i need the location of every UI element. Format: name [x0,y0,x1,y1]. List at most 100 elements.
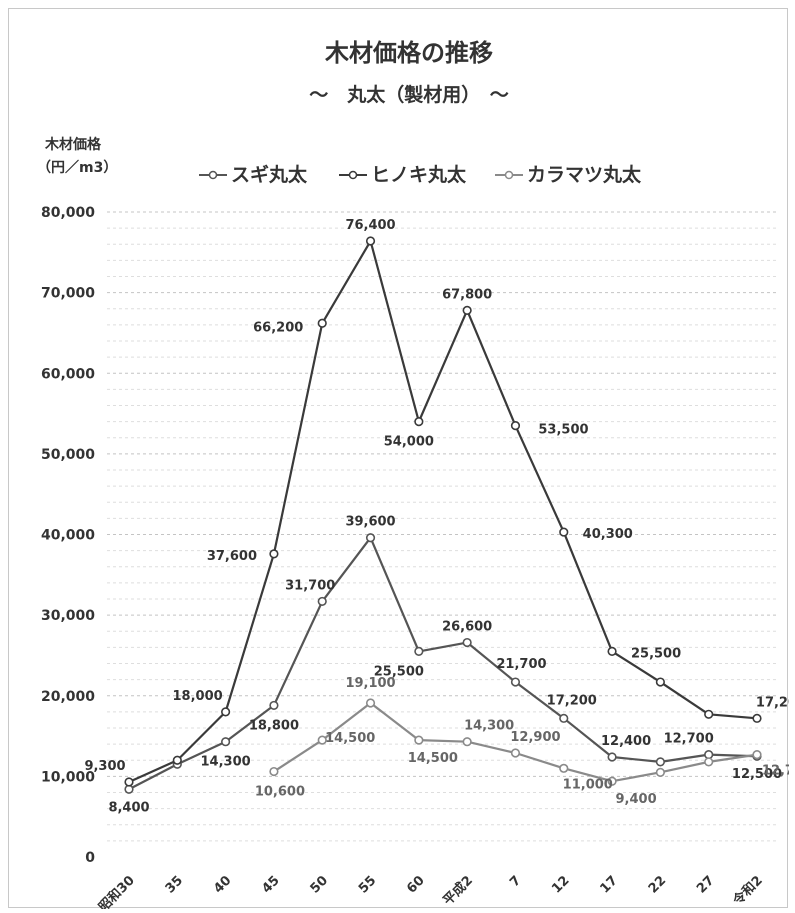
x-tick-label: 45 [259,873,282,896]
data-point [462,637,472,648]
data-point [607,752,617,762]
data-label: 11,000 [563,777,613,792]
y-tick-label: 70,000 [41,286,95,302]
data-point [655,677,665,687]
x-tick-label: 50 [308,873,331,896]
plot-area: 8,400 14,300 18,800 31,700 39,600 25,500 26,60… [84,218,795,815]
data-label: 9,300 [84,759,125,774]
data-point [655,757,665,767]
data-point [510,421,521,431]
data-label: 19,100 [345,676,395,691]
series-line [128,536,758,791]
data-point [317,735,327,745]
data-label: 12,700 [664,732,714,747]
data-point [172,755,182,765]
data-point [704,709,714,719]
data-point [365,698,376,708]
data-label: 76,400 [345,218,395,233]
data-label: 9,400 [616,792,657,807]
data-point [559,527,569,537]
legend-item: カラマツ丸太 [495,163,642,186]
legend-label: スギ丸太 [231,163,308,186]
chart-title: 木材価格の推移 [324,39,493,67]
data-point [317,596,327,607]
y-tick-label: 20,000 [41,689,95,705]
data-label: 66,200 [253,320,303,335]
legend-swatch-marker [208,170,218,180]
series-line [128,239,758,784]
legend: スギ丸太 ヒノキ丸太 カラマツ丸太 [199,163,642,186]
x-tick-label: 7 [507,873,524,890]
data-point [559,713,569,723]
chart-frame: 木材価格の推移 ～ 丸太（製材用） ～ 木材価格 （円／m3） スギ丸太 ヒノキ丸… [8,8,795,913]
data-point [752,750,762,760]
data-point [365,236,376,246]
data-point [607,776,617,786]
data-label: 18,800 [249,718,299,733]
data-label: 12,700 [762,764,789,779]
y-tick-label: 40,000 [41,528,95,544]
data-point [655,767,665,777]
y-tick-label: 50,000 [41,447,95,463]
x-tick-label: 60 [404,873,427,896]
y-tick-label: 80,000 [41,205,95,221]
data-label: 25,500 [631,646,681,661]
legend-label: ヒノキ丸太 [371,163,467,186]
x-tick-label: 40 [211,873,234,896]
data-label: 67,800 [442,287,492,302]
data-point [752,713,762,723]
y-tick-label: 60,000 [41,366,95,382]
x-tick-label: 22 [646,873,669,896]
data-point [269,700,279,711]
x-tick-label: 27 [694,873,717,896]
data-label: 14,300 [464,719,514,734]
data-label: 12,900 [510,730,560,745]
data-point [414,735,424,745]
data-label: 25,500 [374,664,424,679]
y-tick-label: 10,000 [41,769,95,785]
legend-label: カラマツ丸太 [527,163,642,186]
data-label: 37,600 [207,549,257,564]
data-label: 54,000 [384,435,434,450]
data-label: 40,300 [583,527,633,542]
x-tick-label: 平成2 [440,873,476,909]
y-tick-label: 30,000 [41,608,95,624]
legend-swatch-marker [348,170,358,180]
y-axis-label-line2: （円／m3） [37,160,117,176]
data-point [124,777,134,787]
x-tick-label: 17 [598,873,621,896]
y-axis-ticks: 0 10,000 20,000 30,000 40,000 50,000 60,000 70,… [41,205,95,866]
data-label: 14,500 [325,731,375,746]
legend-swatch-marker [504,170,514,180]
x-tick-label: 55 [356,873,379,896]
data-point [414,417,424,427]
data-point [269,549,279,559]
data-label: 14,300 [201,755,251,770]
data-point [269,766,279,777]
data-point [317,318,327,328]
data-point [221,707,231,717]
data-label: 14,500 [408,751,458,766]
data-label: 18,000 [173,689,223,704]
data-label: 12,400 [601,734,651,749]
legend-item: ヒノキ丸太 [339,163,467,186]
x-tick-label: 35 [163,873,186,896]
data-point [221,737,231,747]
y-axis-label-line1: 木材価格 [44,136,102,153]
y-tick-label: 0 [85,850,95,866]
data-point [462,737,472,747]
data-label: 31,700 [285,578,335,593]
gridlines [107,211,777,842]
data-point [510,677,521,687]
data-point [559,763,569,773]
legend-item: スギ丸太 [199,163,308,186]
data-label: 17,200 [547,693,597,708]
line-chart: 木材価格の推移 ～ 丸太（製材用） ～ 木材価格 （円／m3） スギ丸太 ヒノキ丸… [37,39,795,913]
data-point [704,757,714,767]
x-tick-label: 12 [549,873,572,896]
data-point [607,646,617,657]
data-label: 21,700 [496,657,546,672]
data-label: 8,400 [108,800,149,815]
data-label: 17,200 [756,695,789,710]
data-point [414,646,424,657]
